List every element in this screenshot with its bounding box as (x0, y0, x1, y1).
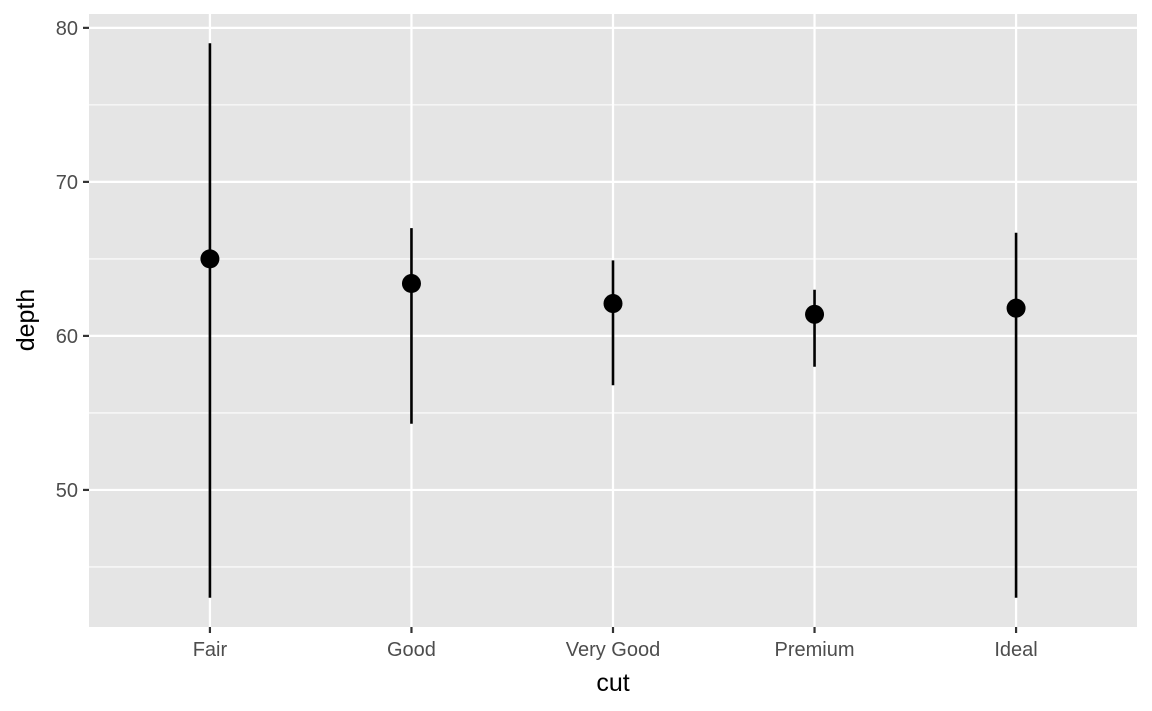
x-tick-label: Premium (775, 639, 855, 661)
mean-point (1006, 298, 1026, 318)
x-tick-label: Ideal (994, 639, 1037, 661)
data-marks (200, 43, 1026, 598)
y-tick-label: 60 (56, 326, 78, 348)
y-tick-label: 50 (56, 480, 78, 502)
mean-point (401, 274, 421, 294)
mean-point (603, 294, 623, 314)
x-tick-label: Good (387, 639, 436, 661)
mean-point (805, 304, 825, 324)
x-tick-label: Fair (193, 639, 228, 661)
x-tick-label: Very Good (566, 639, 661, 661)
x-axis-title: cut (596, 669, 629, 697)
y-axis-title: depth (12, 289, 40, 352)
axes: 50 60 70 80 Fair Good Very Good Premium Ideal (56, 18, 1038, 661)
y-tick-label: 70 (56, 172, 78, 194)
y-tick-label: 80 (56, 18, 78, 40)
mean-point (200, 249, 220, 269)
